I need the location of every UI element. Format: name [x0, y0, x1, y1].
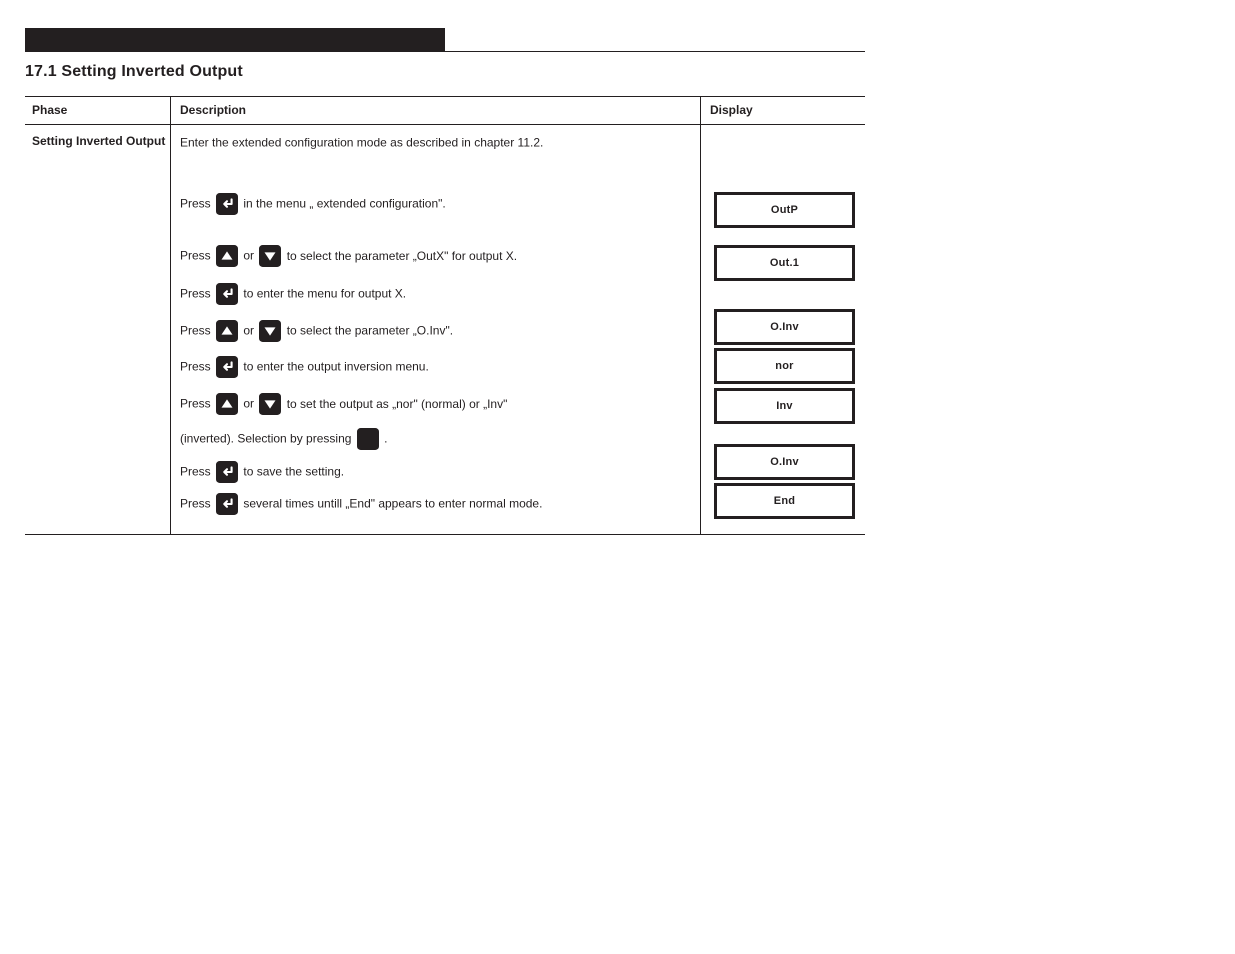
enter-icon [216, 461, 238, 483]
step-row: Press several times untill „End" appears… [180, 493, 690, 515]
step-text-post: to set the output as „nor" (normal) or „… [287, 396, 508, 413]
column-header-phase: Phase [32, 103, 67, 117]
display-box: O.Inv [714, 309, 855, 345]
phase-title: Setting Inverted Output [32, 134, 165, 148]
display-value: Out.1 [770, 257, 799, 269]
step-text-mid: or [243, 397, 257, 411]
enter-icon [216, 493, 238, 515]
display-value: nor [775, 360, 793, 372]
table-border-bottom [25, 534, 865, 535]
table-vline-1 [170, 96, 171, 534]
table-border-top [25, 96, 865, 97]
down-icon [259, 393, 281, 415]
step-row: (inverted). Selection by pressing . [180, 428, 690, 450]
enter-icon [216, 356, 238, 378]
step-text-post: to select the parameter „OutX" for outpu… [287, 248, 517, 265]
column-header-display: Display [710, 103, 753, 117]
step-text-post: in the menu „ extended configuration". [243, 197, 445, 211]
up-icon [216, 320, 238, 342]
section-subtitle: 17.1 Setting Inverted Output [25, 63, 243, 81]
step-row: Press or to select the parameter „OutX" … [180, 245, 690, 267]
step-row: Press or to select the parameter „O.Inv"… [180, 320, 690, 342]
column-header-description: Description [180, 103, 246, 117]
step-text-pre: (inverted). Selection by pressing [180, 432, 355, 446]
step-text-post: to enter the menu for output X. [243, 287, 406, 301]
step-text-post: . [384, 432, 387, 446]
down-icon [259, 320, 281, 342]
display-box: Inv [714, 388, 855, 424]
step-row: Press to enter the output inversion menu… [180, 356, 690, 378]
display-box: OutP [714, 192, 855, 228]
enter-icon [216, 283, 238, 305]
phase-cell: Setting Inverted Output [32, 134, 165, 149]
step-row: Press in the menu „ extended configurati… [180, 193, 690, 215]
step-row: Press to save the setting. [180, 461, 690, 483]
step-text-pre: Press [180, 287, 214, 301]
step-text-pre: Press [180, 197, 214, 211]
section-underline [25, 51, 865, 52]
display-value: O.Inv [770, 456, 799, 468]
up-icon [216, 393, 238, 415]
step-row: Press or to set the output as „nor" (nor… [180, 393, 690, 415]
display-box: O.Inv [714, 444, 855, 480]
step-text-pre: Press [180, 249, 214, 263]
step-text-post: to enter the output inversion menu. [243, 360, 428, 374]
set-icon [357, 428, 379, 450]
display-value: O.Inv [770, 321, 799, 333]
enter-icon [216, 193, 238, 215]
step-text-pre: Press [180, 324, 214, 338]
step-row: Enter the extended configuration mode as… [180, 134, 690, 151]
step-text-mid: or [243, 324, 257, 338]
up-icon [216, 245, 238, 267]
step-text-post: to select the parameter „O.Inv". [287, 324, 453, 338]
display-box: Out.1 [714, 245, 855, 281]
display-value: End [774, 495, 795, 507]
down-icon [259, 245, 281, 267]
step-text-pre: Press [180, 360, 214, 374]
step-text-pre: Press [180, 497, 214, 511]
step-text-post: several times untill „End" appears to en… [243, 497, 542, 511]
page: 17.1 Setting Inverted Output Phase Descr… [0, 0, 1235, 954]
step-text-pre: Press [180, 465, 214, 479]
table-vline-2 [700, 96, 701, 534]
table-header-rule [25, 124, 865, 125]
section-header-bar [25, 28, 445, 52]
display-box: nor [714, 348, 855, 384]
step-text-mid: or [243, 249, 257, 263]
step-text-post: to save the setting. [243, 465, 344, 479]
step-text-pre: Press [180, 397, 214, 411]
step-row: Press to enter the menu for output X. [180, 283, 690, 305]
display-box: End [714, 483, 855, 519]
display-value: Inv [776, 400, 793, 412]
display-value: OutP [771, 204, 798, 216]
step-text: Enter the extended configuration mode as… [180, 135, 543, 149]
